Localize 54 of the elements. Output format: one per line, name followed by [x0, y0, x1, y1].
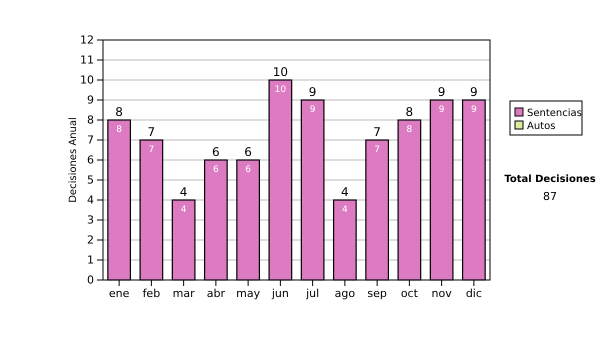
legend-label: Autos [527, 121, 556, 132]
data-label: 6 [245, 165, 252, 175]
y-tick-label: 7 [87, 134, 94, 147]
total-label: 4 [180, 185, 188, 199]
data-label: 6 [213, 165, 220, 175]
legend-label: Sentencias [527, 108, 582, 119]
total-label: 6 [244, 145, 252, 159]
text: 87 [543, 190, 557, 203]
data-label: 7 [148, 145, 154, 155]
y-tick-label: 12 [80, 34, 94, 47]
x-tick-label: jun [270, 286, 289, 300]
total-label: 7 [148, 125, 156, 139]
y-tick-label: 3 [87, 214, 94, 227]
y-tick-label: 2 [87, 234, 94, 247]
y-tick-label: 4 [87, 194, 94, 207]
x-tick-label: mar [172, 286, 196, 300]
y-tick-label: 1 [87, 254, 94, 267]
y-tick-label: 9 [87, 94, 94, 107]
total-label: 8 [115, 105, 123, 119]
data-label: 4 [342, 205, 348, 215]
x-tick-label: may [236, 286, 261, 300]
total-label: 9 [308, 85, 316, 99]
x-tick-label: dic [466, 286, 482, 300]
data-label: 4 [180, 205, 187, 215]
y-axis-title: Decisiones Anual [68, 117, 79, 203]
data-label: 9 [310, 105, 316, 115]
y-tick-label: 8 [87, 114, 94, 127]
x-tick-label: nov [432, 286, 452, 300]
text: Total Decisiones [504, 174, 596, 185]
data-label: 10 [274, 85, 286, 95]
total-label: 6 [212, 145, 220, 159]
y-tick-label: 6 [87, 154, 94, 167]
x-tick-label: sep [367, 286, 387, 300]
total-label: 7 [373, 125, 381, 139]
x-tick-label: abr [206, 286, 226, 300]
x-tick-label: ago [334, 286, 356, 300]
data-label: 9 [471, 105, 478, 115]
data-label: 7 [374, 145, 380, 155]
total-label: 8 [406, 105, 414, 119]
data-label: 8 [406, 125, 413, 135]
y-tick-label: 10 [80, 74, 94, 87]
total-label: 10 [272, 65, 288, 79]
data-label: 8 [116, 125, 122, 135]
data-label: 9 [438, 105, 445, 115]
x-tick-label: feb [142, 286, 160, 300]
x-tick-label: oct [400, 286, 419, 300]
y-tick-label: 11 [80, 54, 94, 67]
y-tick-label: 5 [87, 174, 94, 187]
y-tick-label: 0 [87, 274, 94, 287]
total-label: 4 [341, 185, 349, 199]
total-label: 9 [470, 85, 478, 99]
x-tick-label: ene [108, 286, 130, 300]
total-label: 9 [438, 85, 446, 99]
x-tick-label: jul [305, 286, 320, 300]
